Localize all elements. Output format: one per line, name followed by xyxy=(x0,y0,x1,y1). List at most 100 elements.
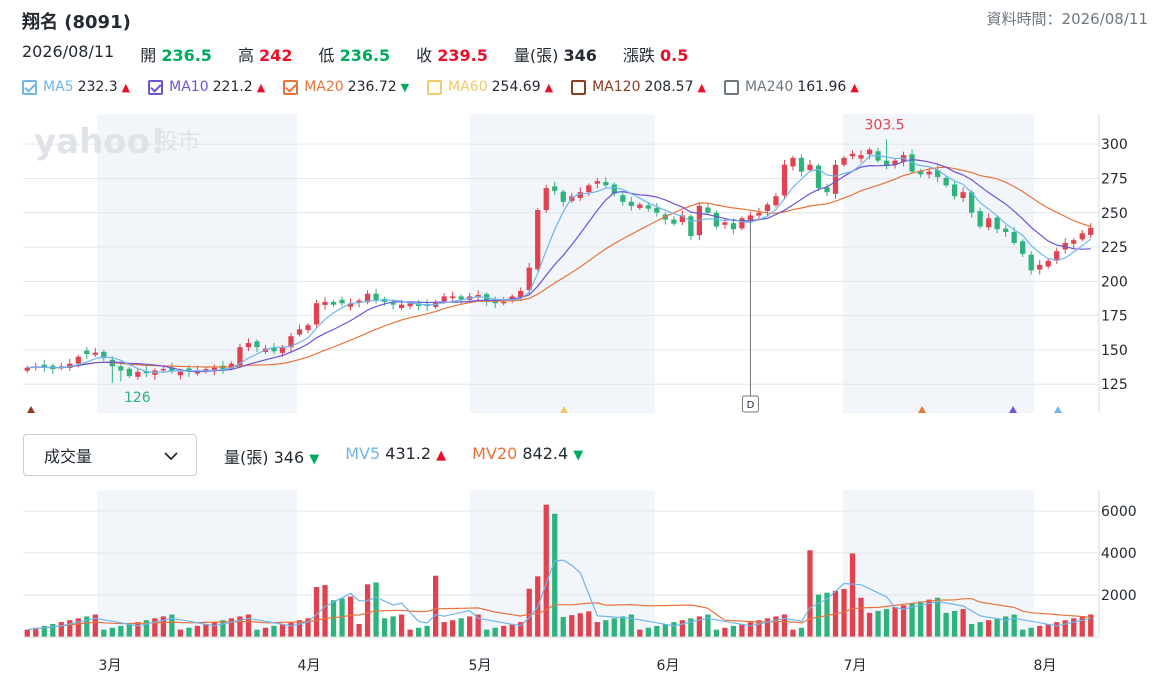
quote-change: 漲跌 0.5 xyxy=(622,46,689,65)
checkbox-icon[interactable] xyxy=(427,79,443,95)
mv5-line xyxy=(27,559,1091,631)
x-tick-label: 4月 xyxy=(298,658,321,674)
candle-body xyxy=(211,367,218,372)
volume-bar xyxy=(654,625,660,637)
candle-body xyxy=(518,290,524,298)
ma-legend-item-ma120[interactable]: MA120 208.57 ▲ xyxy=(571,79,706,95)
ma-legend-item-ma10[interactable]: MA10 221.2 ▲ xyxy=(148,79,265,95)
ma-value: 254.69 xyxy=(491,79,541,95)
event-triangle-icon xyxy=(918,406,926,413)
candle-body xyxy=(75,356,81,364)
volume-bar xyxy=(1037,625,1043,637)
y-tick-label: 225 xyxy=(1101,240,1128,256)
checkbox-icon[interactable] xyxy=(723,79,739,95)
candle-body xyxy=(160,369,167,371)
volume-bar xyxy=(509,623,515,637)
candle-body xyxy=(892,160,898,165)
volume-bar xyxy=(84,616,90,637)
ma-legend-item-ma5[interactable]: MA5 232.3 ▲ xyxy=(22,79,130,95)
candle-body xyxy=(934,169,941,178)
stock-title: 翔名 (8091) xyxy=(22,12,131,33)
volume-bar xyxy=(1088,614,1094,637)
volume-bar xyxy=(577,613,583,637)
candle-body xyxy=(773,196,779,206)
candle-body xyxy=(917,170,924,175)
candle-body xyxy=(756,212,762,216)
y-tick-label: 175 xyxy=(1101,309,1128,325)
volume-bar xyxy=(1045,623,1051,637)
candle-body xyxy=(688,216,694,237)
min-price-label: 126 xyxy=(124,390,151,406)
volume-bar xyxy=(926,599,932,637)
ma-legend-item-ma20[interactable]: MA20 236.72 ▼ xyxy=(283,79,409,95)
y-tick-label: 250 xyxy=(1101,206,1128,222)
checkbox-icon[interactable] xyxy=(22,79,37,95)
candle-body xyxy=(126,368,132,376)
candle-body xyxy=(135,371,141,377)
candle-body xyxy=(41,364,47,368)
candle-body xyxy=(1071,240,1077,244)
volume-bar xyxy=(637,629,643,637)
ma-name: MA20 xyxy=(304,79,344,95)
volume-bar xyxy=(271,625,277,637)
ma-value: 232.3 xyxy=(77,79,118,95)
price-chart[interactable]: 300 275 250 225 200 175 150 125 yahoo!股市 303.5 126… xyxy=(0,108,1166,420)
indicator-select-label: 成交量 xyxy=(44,447,93,466)
ma-value: 208.57 xyxy=(644,79,694,95)
volume-bar xyxy=(866,612,873,637)
candle-body xyxy=(118,366,124,371)
ma-legend: MA5 232.3 ▲ MA10 221.2 ▲ MA20 236.72 ▼ MA60 254.69… xyxy=(22,79,877,95)
candle-body xyxy=(883,160,890,167)
candle-body xyxy=(364,293,371,303)
volume-bar xyxy=(909,603,915,637)
checkbox-icon[interactable] xyxy=(571,79,587,95)
volume-bar xyxy=(492,627,498,637)
candle-body xyxy=(722,222,728,225)
volume-bar xyxy=(892,607,898,637)
candle-body xyxy=(526,267,532,291)
candle-body xyxy=(330,301,337,305)
ma-name: MA5 xyxy=(43,79,74,95)
ma-legend-item-ma240[interactable]: MA240 161.96 ▲ xyxy=(723,79,859,95)
volume-bar xyxy=(356,623,362,637)
quote-volume: 量(張) 346 xyxy=(513,46,597,65)
ma-legend-item-ma60[interactable]: MA60 254.69 ▲ xyxy=(427,79,553,95)
volume-bar xyxy=(1020,629,1026,637)
volume-bar xyxy=(611,618,617,637)
volume-bar xyxy=(1071,618,1077,637)
candle-body xyxy=(781,164,788,196)
volume-bar xyxy=(730,625,737,637)
arrow-up-icon: ▲ xyxy=(544,80,554,94)
volume-bar xyxy=(330,600,337,637)
volume-bar xyxy=(407,629,413,637)
chevron-down-icon xyxy=(164,446,178,465)
candle-body xyxy=(169,367,175,371)
volume-bar xyxy=(305,618,311,637)
checkbox-icon[interactable] xyxy=(283,79,299,95)
volume-bar xyxy=(279,623,286,637)
candle-body xyxy=(228,363,235,369)
candle-body xyxy=(968,192,975,213)
candle-body xyxy=(1045,260,1051,267)
volume-bar xyxy=(152,618,158,637)
candle-body xyxy=(398,304,405,309)
candle-body xyxy=(347,303,354,307)
candle-body xyxy=(254,341,260,348)
volume-bar xyxy=(645,627,651,637)
indicator-select[interactable]: 成交量 xyxy=(23,434,197,476)
candle-body xyxy=(577,192,583,198)
volume-chart[interactable]: 6000 4000 2000 3月 4月 5月 6月 7月 8月 xyxy=(0,486,1166,687)
quote-close: 收 239.5 xyxy=(416,46,488,65)
volume-bar xyxy=(875,610,881,637)
volume-bar xyxy=(475,614,481,637)
candle-body xyxy=(560,191,566,202)
volume-bar xyxy=(50,623,56,637)
volume-bar xyxy=(790,629,796,637)
checkbox-icon[interactable] xyxy=(148,79,164,95)
volume-bar xyxy=(1011,614,1017,637)
volume-bar xyxy=(764,618,771,637)
ma-name: MA120 xyxy=(592,79,641,95)
candle-body xyxy=(594,181,600,184)
volume-bar xyxy=(883,609,890,637)
candle-body xyxy=(1079,233,1085,240)
